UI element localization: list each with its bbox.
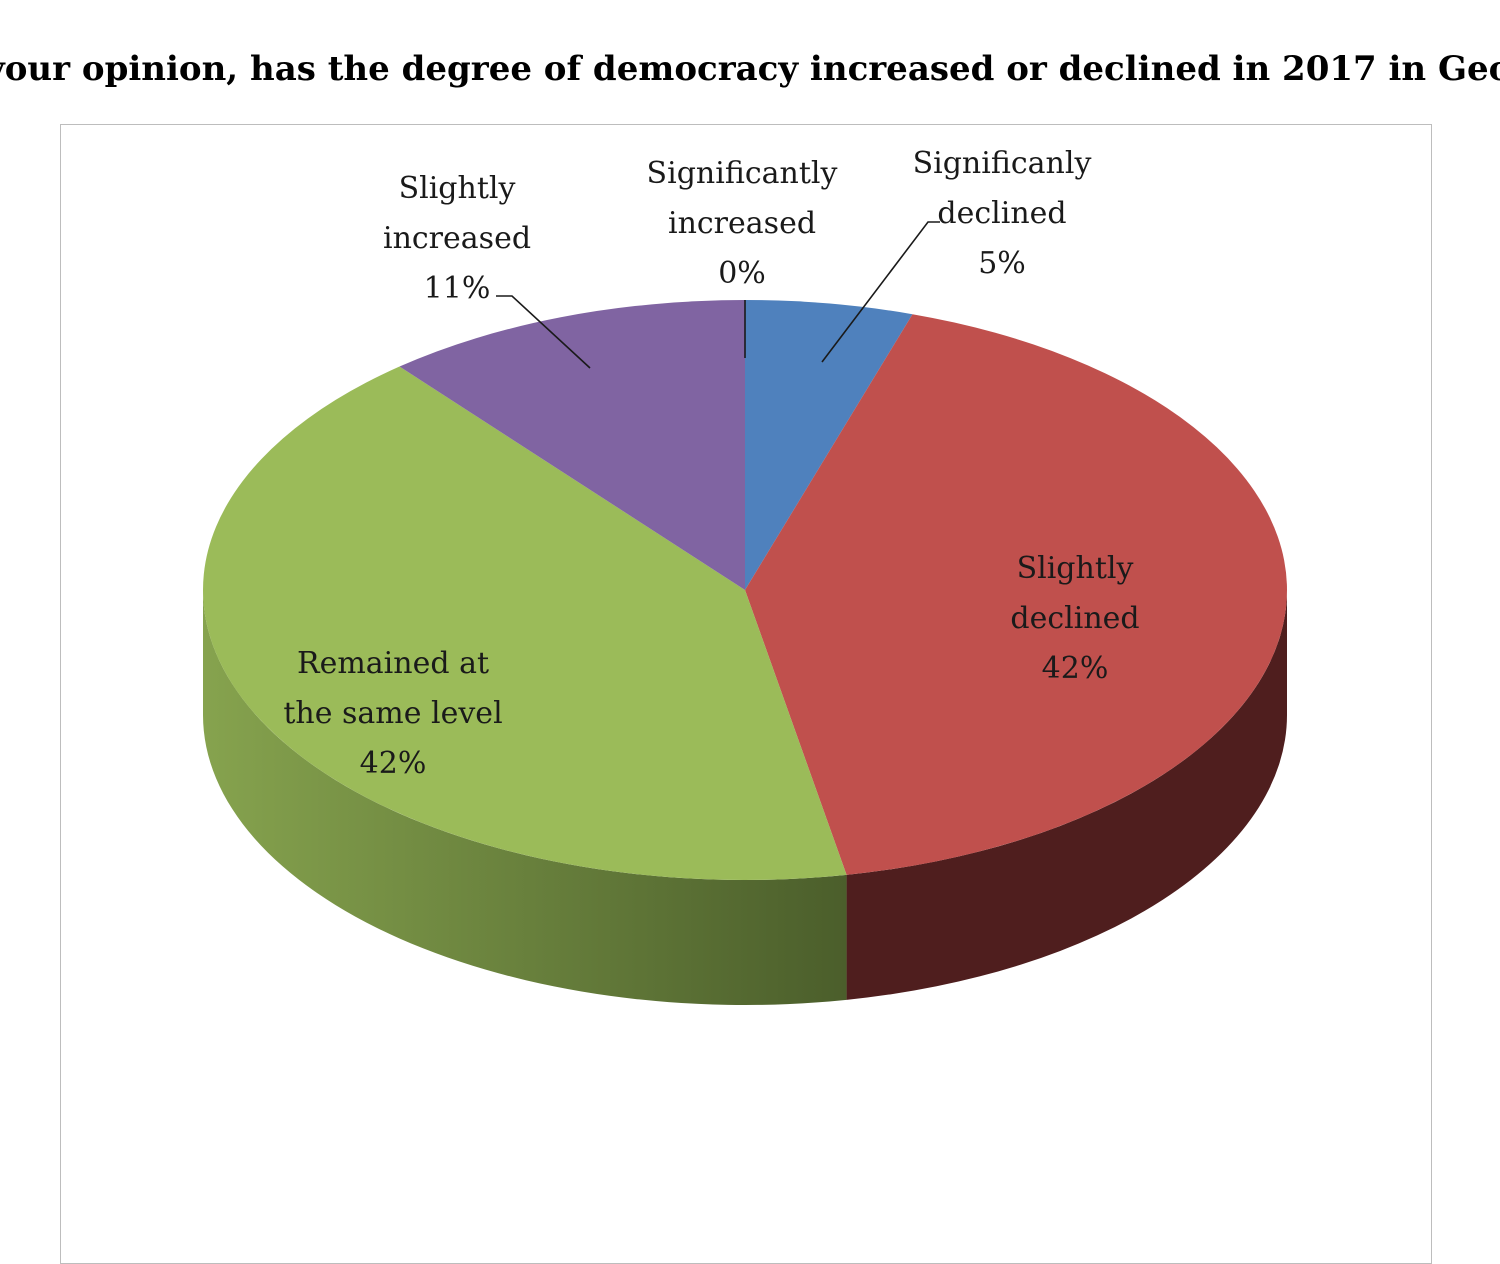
slice-name-label-2: Remained at (297, 646, 489, 681)
pie-slices (203, 300, 1287, 880)
pie-side-1 (846, 590, 1287, 1000)
pie-slice-1 (745, 314, 1287, 875)
pie-side-2 (203, 590, 847, 1005)
slice-name-label-0: declined (937, 196, 1066, 231)
slice-value-label-1: 42% (1042, 651, 1109, 686)
slice-name-label-1: Slightly (1017, 551, 1134, 586)
pie-slice-3 (399, 300, 745, 590)
slice-name-label-1: declined (1010, 601, 1139, 636)
chart-title: your opinion, has the degree of democrac… (0, 44, 1500, 94)
leader-line-0 (821, 221, 940, 363)
slice-name-label-3: increased (383, 221, 531, 256)
pie-side-walls (203, 590, 1287, 1005)
slice-value-label-0: 5% (978, 246, 1026, 281)
slice-value-label-2: 42% (360, 746, 427, 781)
leader-lines (496, 221, 940, 369)
slice-value-label-3: 11% (424, 271, 491, 306)
slice-name-label-2: the same level (283, 696, 502, 731)
slice-labels: Significanly declined 5% Slightly declined 42… (283, 146, 1139, 781)
pie-slice-2 (203, 366, 847, 880)
slice-name-label-4: Significantly (647, 156, 838, 191)
chart-title-text: your opinion, has the degree of democrac… (0, 49, 1500, 89)
leader-line-3 (496, 295, 591, 369)
slice-name-label-0: Significanly (913, 146, 1092, 181)
slice-name-label-3: Slightly (399, 171, 516, 206)
slice-name-label-4: increased (668, 206, 816, 241)
pie-slice-0 (745, 300, 913, 590)
slice-value-label-4: 0% (718, 256, 766, 291)
